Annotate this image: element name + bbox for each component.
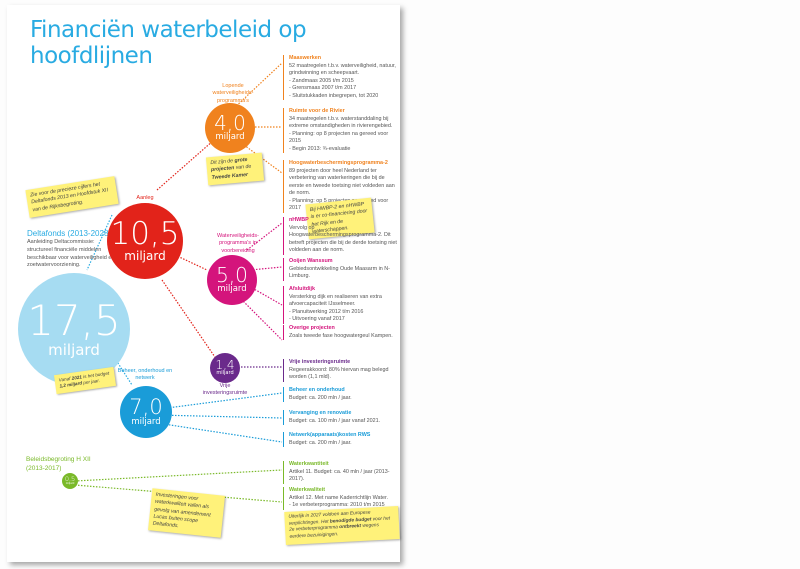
deltafonds-unit: miljard: [48, 340, 100, 359]
vrije-item: Vrije investeringsruimte Regeerakkoord: …: [283, 359, 399, 382]
hxii-heading: Beleidsbegroting H XII (2013-2017): [26, 456, 91, 473]
lopende-item-ruimte-voor-de-rivier: Ruimte voor de Rivier 34 maatregelen t.b…: [283, 108, 399, 154]
beheer-unit: miljard: [131, 416, 161, 427]
vrije-unit: miljard: [216, 370, 234, 377]
deltafonds-circle: 17,5 miljard: [18, 273, 130, 385]
aanleg-amount: 10,5: [110, 215, 180, 252]
aanleg-circle: 10,5 miljard: [107, 203, 183, 279]
voorbereiding-item-nhwbp: nHWBP Vervolg op Hoogwaterbeschermingspr…: [283, 217, 399, 255]
deltafonds-text: Aanleiding Deltacommissie: structureel f…: [27, 239, 115, 269]
voorbereiding-amount: 5,0: [216, 263, 248, 288]
hxii-note: Investeringen voor waterkwaliteit vallen…: [147, 488, 226, 539]
hxii-amount: 0,5: [64, 475, 76, 484]
vrije-label: Vrije investeringsruimte: [202, 383, 248, 397]
voorbereiding-item-overige: Overige projecten Zoals tweede fase hoog…: [283, 325, 399, 341]
voorbereiding-circle: 5,0 miljard: [207, 255, 257, 305]
deltafonds-amount: 17,5: [27, 295, 121, 345]
hxii-item-waterkwaliteit: Waterkwaliteit Artikel 12. Met name Kade…: [283, 487, 399, 510]
hxii-circle: 0,5 miljard: [62, 473, 78, 489]
beheer-item-onderhoud: Beheer en onderhoud Budget: ca. 200 mln …: [283, 387, 399, 403]
voorbereiding-unit: miljard: [217, 284, 247, 295]
lopende-unit: miljard: [215, 132, 245, 143]
hxii-unit: miljard: [65, 481, 75, 485]
beheer-circle: 7,0 miljard: [120, 386, 172, 438]
hxii-item-waterkwantiteit: Waterkwantiteit Artikel 11. Budget: ca. …: [283, 461, 399, 484]
vrije-circle: 1,4 miljard: [210, 353, 240, 383]
infographic-page: Financiën waterbeleid op hoofdlijnen Zie…: [7, 5, 400, 562]
beheer-item-netwerk: Netwerk(apparaats)kosten RWS Budget: ca.…: [283, 432, 399, 448]
lopende-circle: 4,0 miljard: [205, 103, 255, 153]
aanleg-unit: miljard: [124, 248, 166, 263]
aanleg-label: Aanleg: [136, 195, 154, 201]
voorbereiding-item-afsluitdijk: Afsluitdijk Versterking dijk en realiser…: [283, 286, 399, 324]
lopende-item-maaswerken: Maaswerken 52 maatregelen t.b.v. waterve…: [283, 55, 399, 101]
lopende-label: Lopende waterveiligheids-programma's: [212, 83, 254, 104]
lopende-note: Dit zijn de grote projecten van de Tweed…: [205, 152, 265, 186]
page-title: Financiën waterbeleid op hoofdlijnen: [30, 17, 307, 69]
beheer-amount: 7,0: [129, 394, 163, 419]
voorbereiding-item-ooijen-wanssum: Ooijen Wanssum Gebiedsontwikkeling Oude …: [283, 258, 399, 281]
deltafonds-section: Deltafonds (2013-2028) Aanleiding Deltac…: [27, 228, 117, 270]
lopende-amount: 4,0: [214, 111, 246, 136]
beheer-label: Beheer, onderhoud en netwerk: [117, 368, 173, 382]
deltafonds-heading: Deltafonds (2013-2028): [27, 229, 112, 238]
hxii-budget-note: Uiterlijk in 2027 voldoen aan Europese v…: [284, 506, 400, 545]
connector-lines: [74, 62, 283, 503]
beheer-item-vervanging: Vervanging en renovatie Budget: ca. 100 …: [283, 410, 399, 426]
vrije-amount: 1,4: [215, 358, 235, 373]
voorbereiding-label: Waterveiligheids-programma's in voorbere…: [217, 233, 259, 254]
